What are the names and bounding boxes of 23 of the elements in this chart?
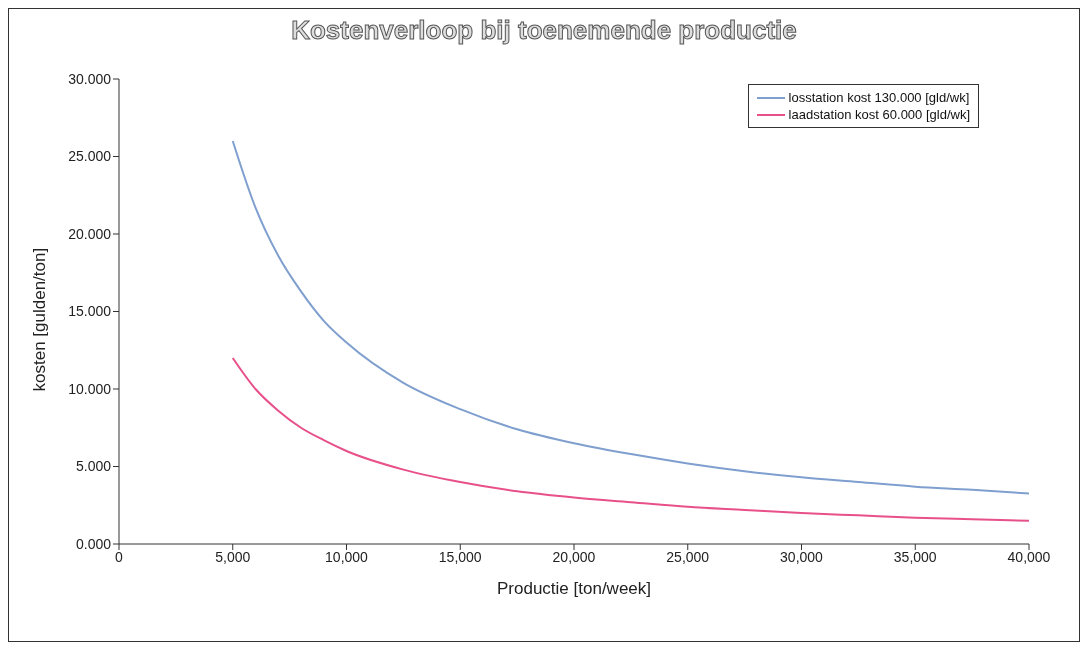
x-tick-label: 10,000 xyxy=(325,548,369,565)
legend-label: laadstation kost 60.000 [gld/wk] xyxy=(788,107,970,122)
chart-title: Kostenverloop bij toenemende productie xyxy=(290,15,798,46)
x-axis-title: Productie [ton/week] xyxy=(496,579,652,598)
legend-label: losstation kost 130.000 [gld/wk] xyxy=(788,90,970,105)
y-tick-label: 15.000 xyxy=(68,303,112,320)
y-tick-label: 30.000 xyxy=(68,70,112,87)
x-tick-label: 20,000 xyxy=(552,548,596,565)
x-tick-label: 0 xyxy=(115,548,124,565)
x-tick-label: 30,000 xyxy=(780,548,824,565)
y-tick-label: 10.000 xyxy=(68,380,112,397)
x-tick-label: 5,000 xyxy=(215,548,251,565)
line-series xyxy=(231,140,1029,495)
x-tick-label: 15,000 xyxy=(438,548,482,565)
y-axis-title: kosten [gulden/ton] xyxy=(30,247,50,392)
line-series xyxy=(231,357,1029,522)
x-tick-label: 35,000 xyxy=(893,548,937,565)
x-tick-label: 25,000 xyxy=(666,548,710,565)
y-tick-label: 25.000 xyxy=(68,148,112,165)
x-tick-label: 40,000 xyxy=(1007,548,1051,565)
y-tick-label: 20.000 xyxy=(68,225,112,242)
y-tick-label: 0.000 xyxy=(75,535,112,552)
y-tick-label: 5.000 xyxy=(75,458,112,475)
